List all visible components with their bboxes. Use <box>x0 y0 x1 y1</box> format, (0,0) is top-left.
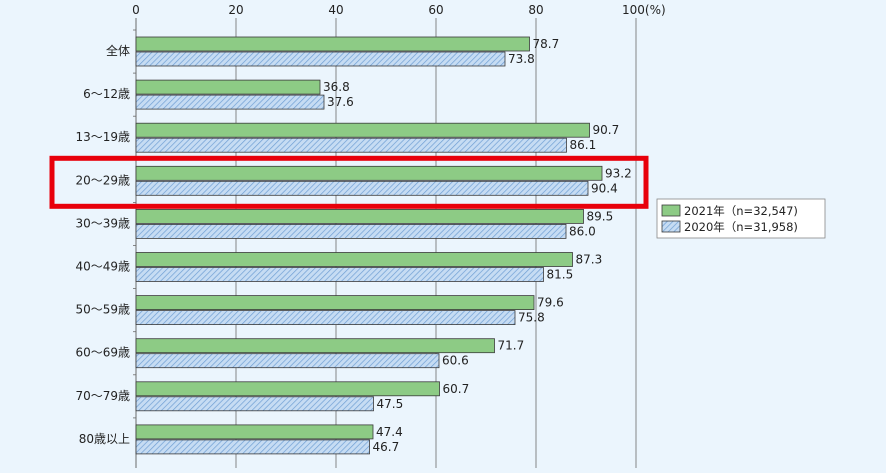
data-label: 73.8 <box>508 52 535 66</box>
data-label: 47.4 <box>376 425 403 439</box>
legend-box <box>656 198 826 239</box>
category-label: 40～49歳 <box>75 260 130 274</box>
x-tick-label: 0 <box>132 3 140 17</box>
data-label: 60.7 <box>443 382 470 396</box>
x-tick-label: 60 <box>428 3 443 17</box>
bar-series1 <box>135 36 530 52</box>
legend-swatch <box>661 220 681 233</box>
category-label: 20～29歳 <box>75 173 130 187</box>
category-label: 70～79歳 <box>75 389 130 403</box>
category-label: 6～12歳 <box>83 87 130 101</box>
category-label: 全体 <box>106 43 130 58</box>
x-tick-label: 80 <box>528 3 543 17</box>
legend-label: 2020年（n=31,958) <box>684 220 798 234</box>
data-label: 71.7 <box>498 339 525 353</box>
data-label: 90.4 <box>591 181 618 195</box>
category-label: 80歳以上 <box>79 432 130 446</box>
category-labels: 全体 6～12歳 13～19歳 20～29歳 30～39歳 40～49歳 50～59歳 60～… <box>75 29 136 446</box>
bar-series2 <box>135 353 440 369</box>
x-tick-label: 20 <box>228 3 243 17</box>
value-labels: 78.773.8 36.837.6 90.786.1 93.290.4 89.586.0… <box>323 37 632 454</box>
bar-series1 <box>135 208 584 224</box>
bar-series1 <box>135 79 321 95</box>
highlight-box <box>49 155 649 209</box>
legend-swatch <box>661 204 681 217</box>
category-label: 30～39歳 <box>75 216 130 230</box>
bar-series2 <box>135 439 370 455</box>
bar-series1 <box>135 165 603 181</box>
x-axis-ticks: 0 20 40 60 80 100(%) <box>132 3 665 17</box>
bar-series1 <box>135 338 495 354</box>
x-tick-label: 100(%) <box>622 3 666 17</box>
bars <box>135 36 603 455</box>
data-label: 36.8 <box>323 80 350 94</box>
bar-series2 <box>135 396 374 412</box>
bar-series1 <box>135 122 590 138</box>
bar-series1 <box>135 252 573 267</box>
data-label: 37.6 <box>327 95 354 109</box>
x-tick-label: 40 <box>328 3 343 17</box>
data-label: 93.2 <box>605 166 632 180</box>
data-label: 78.7 <box>533 37 560 51</box>
bar-series1 <box>135 295 535 311</box>
data-label: 81.5 <box>547 268 574 282</box>
bar-series2 <box>135 137 567 153</box>
data-label: 86.0 <box>569 224 596 238</box>
data-label: 90.7 <box>593 123 620 137</box>
bar-series2 <box>135 310 516 326</box>
data-label: 86.1 <box>570 138 597 152</box>
bar-series1 <box>135 424 374 440</box>
data-label: 75.8 <box>518 311 545 325</box>
legend: 2021年（n=32,547) 2020年（n=31,958) <box>656 198 826 239</box>
legend-label: 2021年（n=32,547) <box>684 204 798 218</box>
data-label: 47.5 <box>377 397 404 411</box>
data-label: 87.3 <box>576 253 603 267</box>
highlight-rect <box>49 155 649 209</box>
bar-series2 <box>135 94 325 110</box>
data-label: 79.6 <box>537 296 564 310</box>
category-label: 13～19歳 <box>75 130 130 144</box>
bar-series2 <box>135 180 589 196</box>
bar-series2 <box>135 51 506 67</box>
bar-series2 <box>135 223 567 239</box>
category-label: 60～69歳 <box>75 346 130 360</box>
data-label: 89.5 <box>587 209 614 223</box>
data-label: 60.6 <box>442 354 469 368</box>
data-label: 46.7 <box>373 440 400 454</box>
bar-series1 <box>135 381 440 397</box>
bar-series2 <box>135 267 544 282</box>
category-label: 50～59歳 <box>75 303 130 317</box>
